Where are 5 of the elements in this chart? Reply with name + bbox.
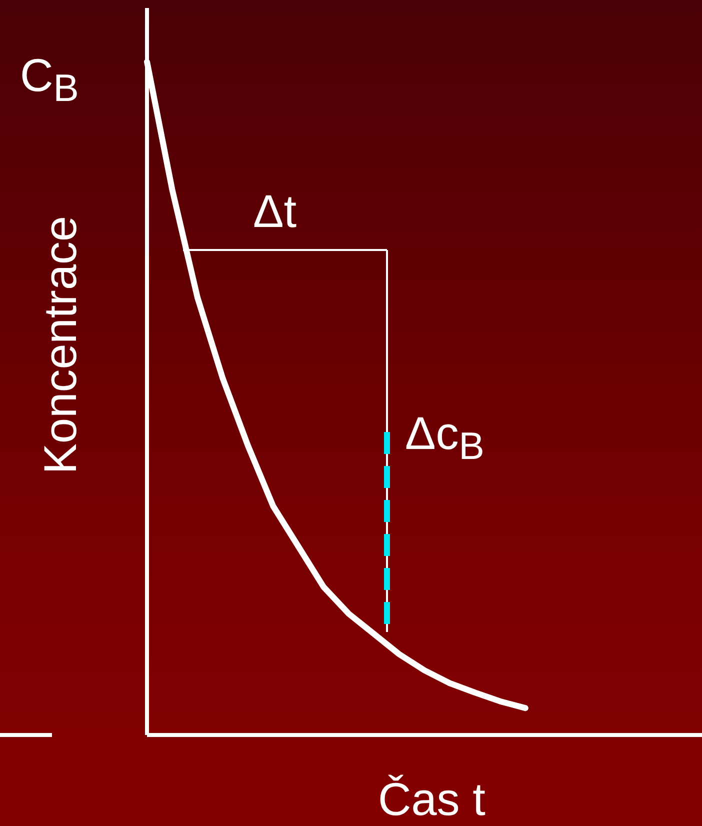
- text: C$_{B}$: [20, 49, 79, 110]
- annotation: Δc$_{B}$: [405, 407, 484, 468]
- x-axis-title: Čas t: [378, 773, 486, 825]
- y-axis-title: Koncentrace: [33, 216, 87, 474]
- annotation: Δt: [253, 185, 297, 237]
